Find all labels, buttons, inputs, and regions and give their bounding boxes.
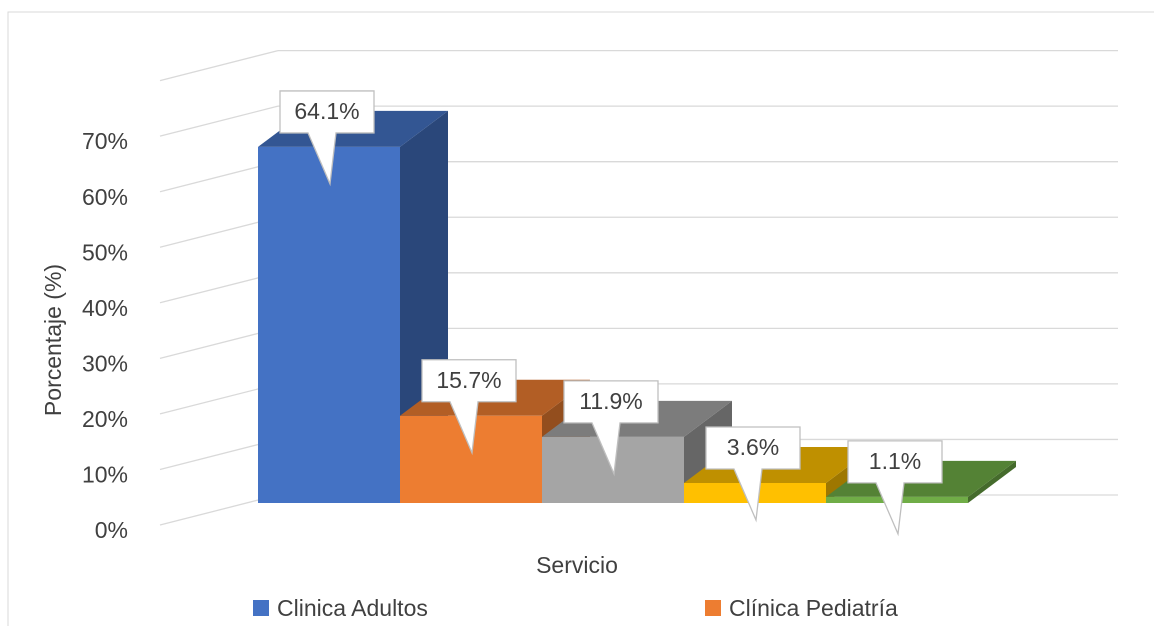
data-label: 64.1% [294,98,359,124]
grid-line [159,105,279,137]
x-axis-title: Servicio [536,552,618,578]
data-label: 11.9% [579,388,643,414]
y-tick-label: 30% [82,350,128,376]
data-label-callout [421,359,517,456]
chart-border [7,11,1154,626]
y-axis-title: Porcentaje (%) [40,264,66,416]
y-tick-label: 50% [82,239,128,265]
data-label: 15.7% [436,367,501,393]
y-tick-label: 40% [82,295,128,321]
y-tick-label: 70% [82,128,128,154]
y-tick-label: 10% [82,462,128,488]
legend-label: Clinica Adultos [277,595,428,621]
y-tick-label: 20% [82,406,128,432]
y-tick-label: 0% [95,517,128,543]
bar-side [968,460,1016,503]
grid-line [159,49,279,82]
legend-swatch [253,600,269,616]
legend-swatch [705,600,721,616]
data-label: 3.6% [727,434,779,460]
legend-label: Clínica Pediatría [729,595,898,621]
y-tick-label: 60% [82,184,128,210]
data-label: 1.1% [869,448,921,474]
data-label-callout [279,90,375,187]
bar [258,146,400,503]
data-label-callout [563,380,659,477]
data-label-callout [847,440,943,537]
data-label-callout [705,426,801,523]
